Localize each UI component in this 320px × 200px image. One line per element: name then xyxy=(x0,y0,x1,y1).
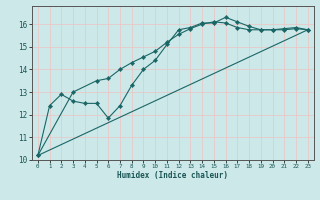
X-axis label: Humidex (Indice chaleur): Humidex (Indice chaleur) xyxy=(117,171,228,180)
